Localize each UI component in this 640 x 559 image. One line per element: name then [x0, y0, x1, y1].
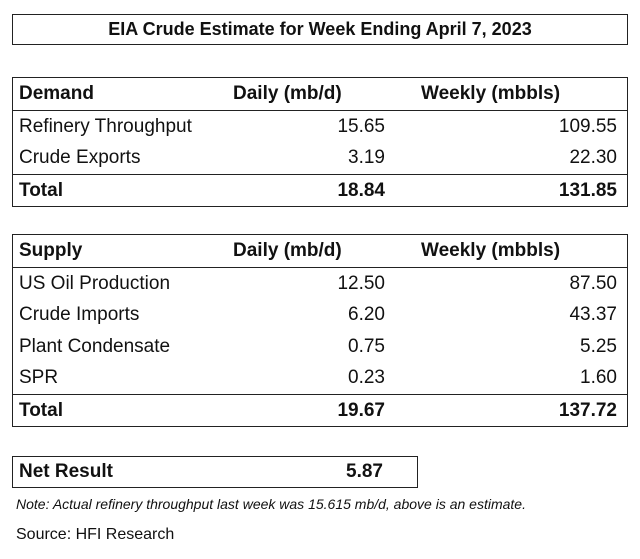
cell: 5.25 — [580, 335, 617, 357]
net-result: Net Result 5.87 — [12, 456, 418, 488]
cell: 87.50 — [569, 272, 617, 294]
cell: 43.37 — [569, 304, 617, 325]
table: Supply Daily (mb/d) Weekly (mbbls) US Oil P… — [12, 234, 628, 427]
cell: 1.60 — [580, 367, 617, 388]
cell: Daily (mb/d) — [233, 240, 342, 261]
title: EIA Crude Estimate for Week Ending April… — [12, 14, 628, 45]
cell: 22.30 — [569, 147, 617, 168]
cell: 6.20 — [348, 304, 385, 325]
source: Source: HFI Research — [16, 526, 175, 543]
net-result-label: Net Result — [19, 461, 113, 482]
note: Note: Actual refinery throughput last we… — [16, 496, 526, 512]
cell: 12.50 — [337, 272, 385, 294]
data-row: Refinery Throughput 15.65 109.55 — [13, 111, 627, 143]
cell: Weekly (mbbls) — [421, 240, 561, 261]
cell: Daily (mb/d) — [233, 83, 342, 104]
cell: Crude Imports — [19, 304, 140, 325]
data-row: US Oil Production 12.50 87.50 — [13, 268, 627, 300]
cell: Total — [19, 399, 63, 421]
data-row: Crude Exports 3.19 22.30 — [13, 142, 627, 174]
cell: 0.23 — [348, 367, 385, 388]
cell: Crude Exports — [19, 147, 141, 168]
cell: Refinery Throughput — [19, 115, 192, 137]
cell: SPR — [19, 367, 59, 388]
total-row: Total 19.67 137.72 — [13, 393, 627, 427]
cell: Demand — [19, 83, 94, 104]
table: Demand Daily (mb/d) Weekly (mbbls) Refinery… — [12, 77, 628, 207]
cell: 15.65 — [337, 115, 385, 137]
cell: 137.72 — [558, 399, 617, 421]
header-row: Supply Daily (mb/d) Weekly (mbbls) — [13, 235, 627, 268]
cell: Weekly (mbbls) — [421, 83, 561, 104]
cell: 3.19 — [348, 147, 385, 168]
total-row: Total 18.84 131.85 — [13, 173, 627, 207]
cell: 109.55 — [558, 115, 617, 137]
net-result-value: 5.87 — [346, 461, 383, 482]
header-row: Demand Daily (mb/d) Weekly (mbbls) — [13, 78, 627, 111]
cell: 19.67 — [337, 399, 385, 421]
cell: Plant Condensate — [19, 335, 171, 357]
cell: 0.75 — [348, 335, 385, 357]
cell: 131.85 — [558, 179, 617, 201]
data-row: SPR 0.23 1.60 — [13, 362, 627, 394]
cell: Supply — [19, 240, 83, 261]
data-row: Crude Imports 6.20 43.37 — [13, 299, 627, 331]
cell: US Oil Production — [19, 272, 171, 294]
cell: Total — [19, 179, 63, 201]
cell: 18.84 — [337, 179, 385, 201]
data-row: Plant Condensate 0.75 5.25 — [13, 331, 627, 363]
